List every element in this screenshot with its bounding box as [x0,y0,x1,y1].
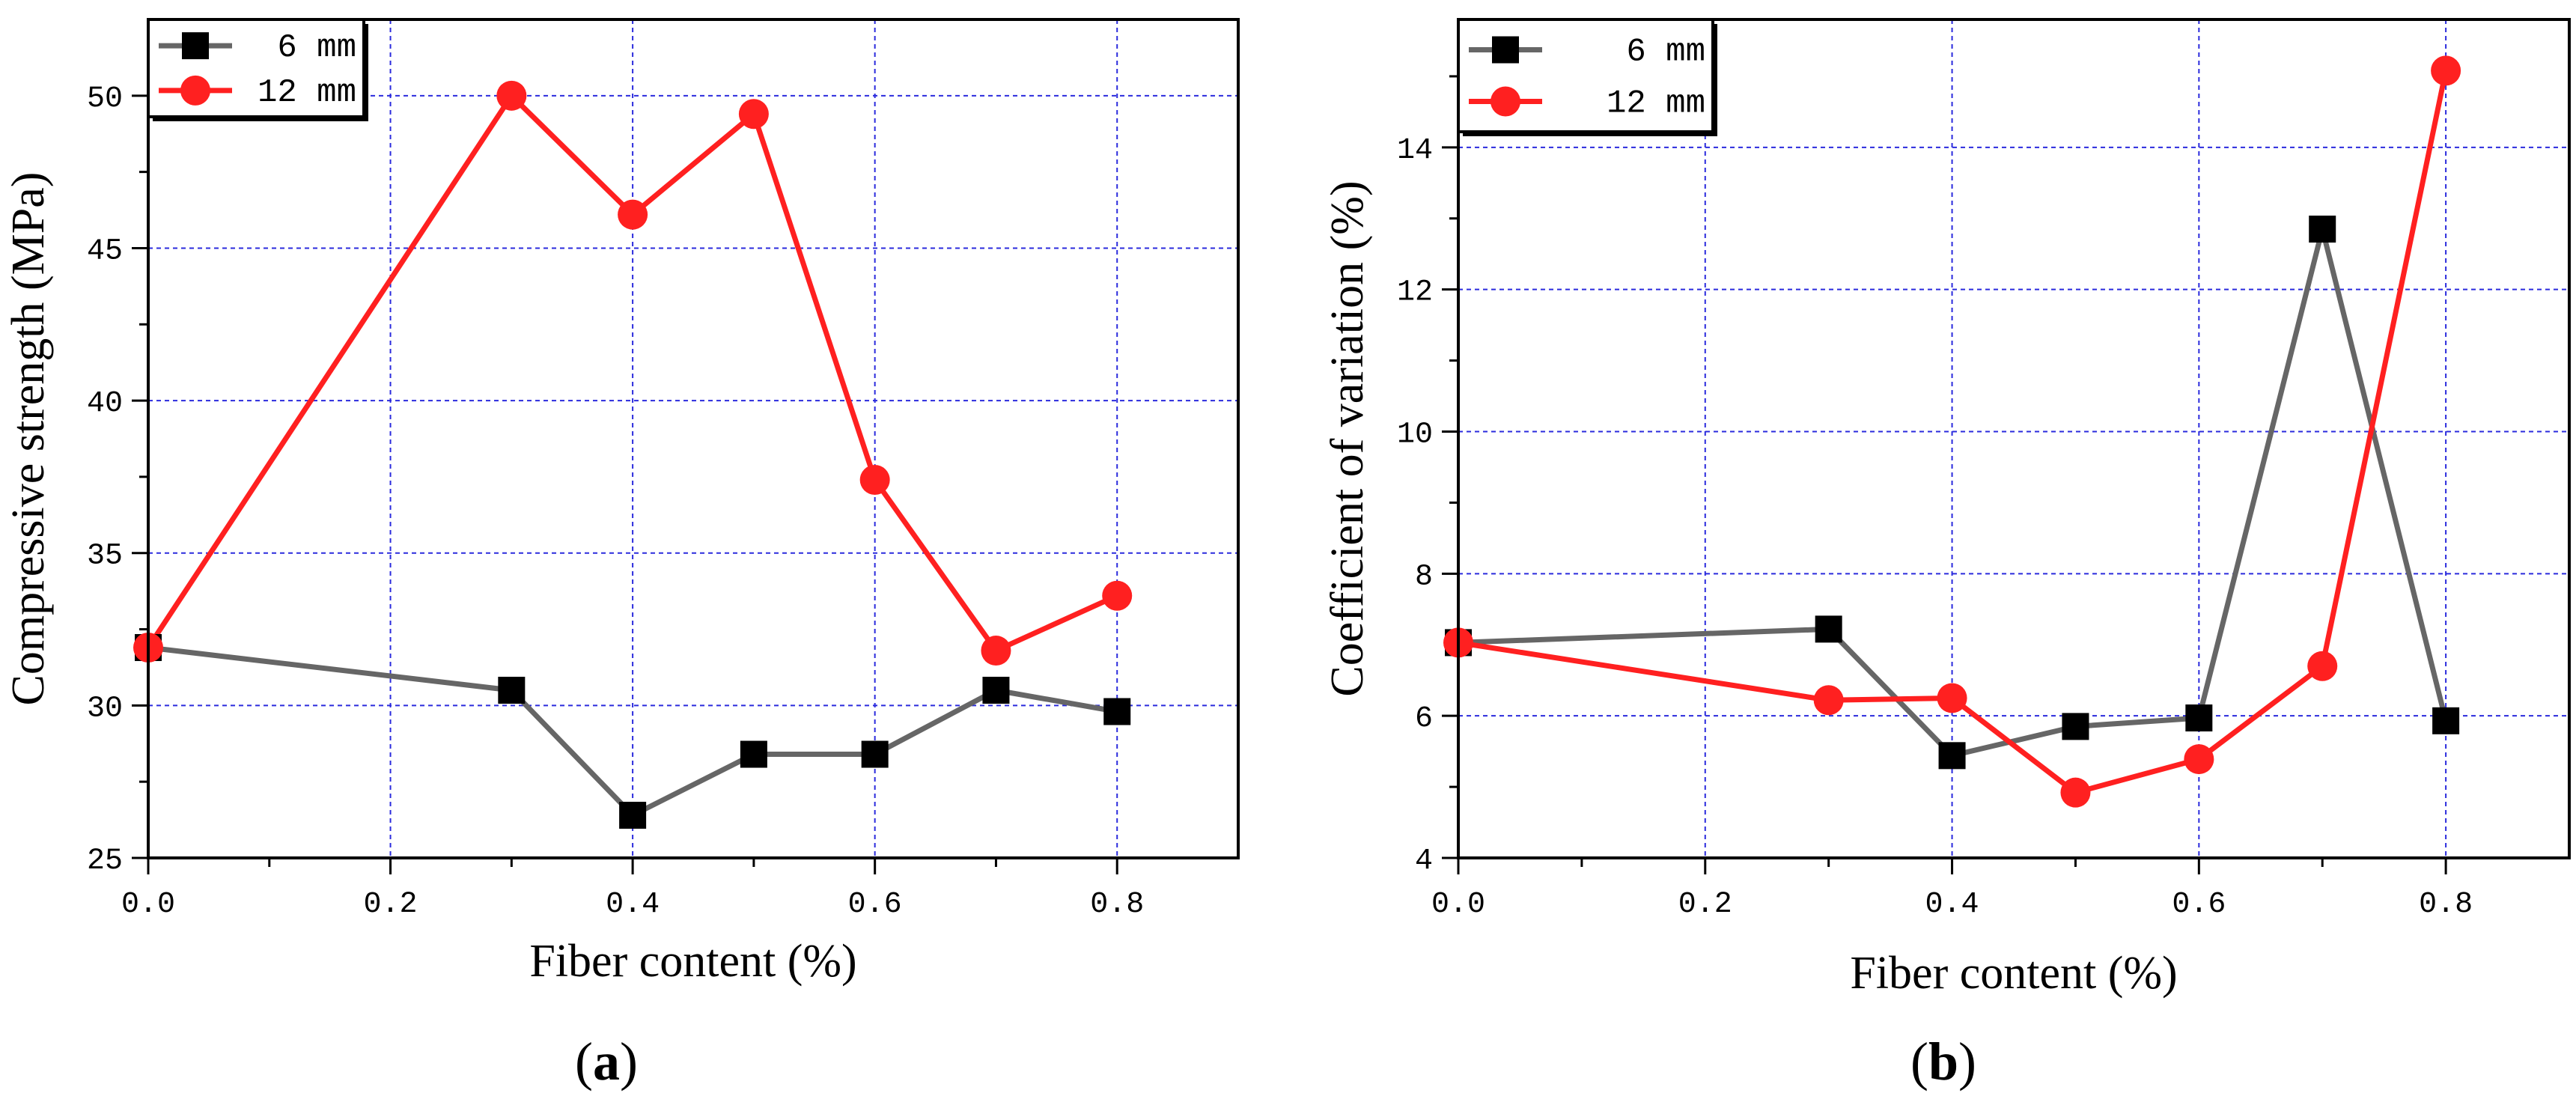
data-point-12mm [981,636,1011,666]
legend-label: 6 mm [1626,34,1705,71]
y-tick-label: 14 [1397,134,1433,168]
data-point-6mm [2309,216,2336,243]
caption-letter: b [1928,1032,1958,1092]
x-tick-label: 0.6 [2172,888,2226,922]
caption-letter: a [593,1032,620,1092]
data-point-12mm [1813,685,1844,716]
x-tick-label: 0.4 [1925,888,1979,922]
x-tick-label: 0.6 [848,888,902,922]
y-tick-label: 45 [87,234,123,268]
y-tick-label: 25 [87,844,123,878]
x-tick-label: 0.2 [364,888,418,922]
y-axis-title: Compressive strength (MPa) [3,172,54,706]
data-point-12mm [1937,683,1967,713]
plot-frame [1457,18,2571,859]
data-point-12mm [496,80,527,111]
data-point-6mm [2185,704,2213,732]
data-point-12mm [859,464,890,495]
plot-area [1458,19,2569,858]
legend-label: 12 mm [1607,85,1705,123]
y-tick-label: 40 [87,387,123,421]
data-point-6mm [1103,698,1131,725]
y-tick-label: 50 [87,82,123,116]
legend-marker-square [1492,36,1519,64]
data-point-6mm [619,801,647,829]
panel-caption: (b) [1910,1032,1976,1092]
legend: 6 mm 12 mm [1457,18,1717,136]
y-tick-label: 4 [1415,844,1433,878]
y-tick-label: 10 [1397,418,1433,452]
data-point-12mm [738,99,769,130]
legend-marker-circle [1491,86,1520,117]
data-point-6mm [740,740,767,768]
legend: 6 mm 12 mm [147,18,368,121]
x-tick-label: 0.2 [1678,888,1732,922]
legend-marker-circle [180,75,210,106]
panel-caption: (a) [575,1032,638,1092]
legend-label: 12 mm [258,74,356,112]
y-tick-label: 35 [87,540,123,573]
data-point-6mm [861,740,889,768]
y-tick-label: 12 [1397,276,1433,310]
data-point-6mm [2432,707,2460,734]
data-point-12mm [2431,55,2461,86]
x-tick-label: 0.0 [121,888,175,922]
x-tick-label: 0.8 [2419,888,2473,922]
y-axis-title: Coefficient of variation (%) [1322,180,1373,696]
x-axis-title: Fiber content (%) [529,936,856,987]
data-point-6mm [1815,615,1842,643]
caption-close-paren: ) [1958,1032,1976,1092]
y-tick-label: 8 [1415,560,1433,594]
data-point-6mm [982,677,1010,704]
data-point-12mm [1102,580,1133,611]
data-point-6mm [498,677,526,704]
x-tick-label: 0.8 [1090,888,1144,922]
data-point-6mm [2062,713,2089,740]
data-point-6mm [1938,742,1966,770]
caption-close-paren: ) [620,1032,638,1092]
chart-panel-b: 0.0 0.2 0.4 0.6 0.8 4 6 8 10 12 14 6 mm 12 mm Fiber c… [1322,18,2571,1092]
y-tick-label: 30 [87,692,123,725]
data-point-12mm [618,199,648,230]
y-tick-label: 6 [1415,702,1433,736]
x-axis-title: Fiber content (%) [1850,948,2177,999]
chart-panel-a: 0.0 0.2 0.4 0.6 0.8 25 30 35 40 45 50 6 mm 12 mm Fibe… [3,18,1240,1092]
caption-open-paren: ( [575,1032,593,1092]
plot-frame [147,18,1240,859]
legend-label: 6 mm [277,29,356,67]
caption-open-paren: ( [1910,1032,1928,1092]
plot-area [148,19,1238,858]
data-point-12mm [2184,744,2214,775]
data-point-12mm [2307,651,2338,681]
x-tick-label: 0.0 [1431,888,1485,922]
legend-marker-square [182,32,209,60]
x-tick-label: 0.4 [606,888,660,922]
data-point-12mm [2060,777,2091,808]
